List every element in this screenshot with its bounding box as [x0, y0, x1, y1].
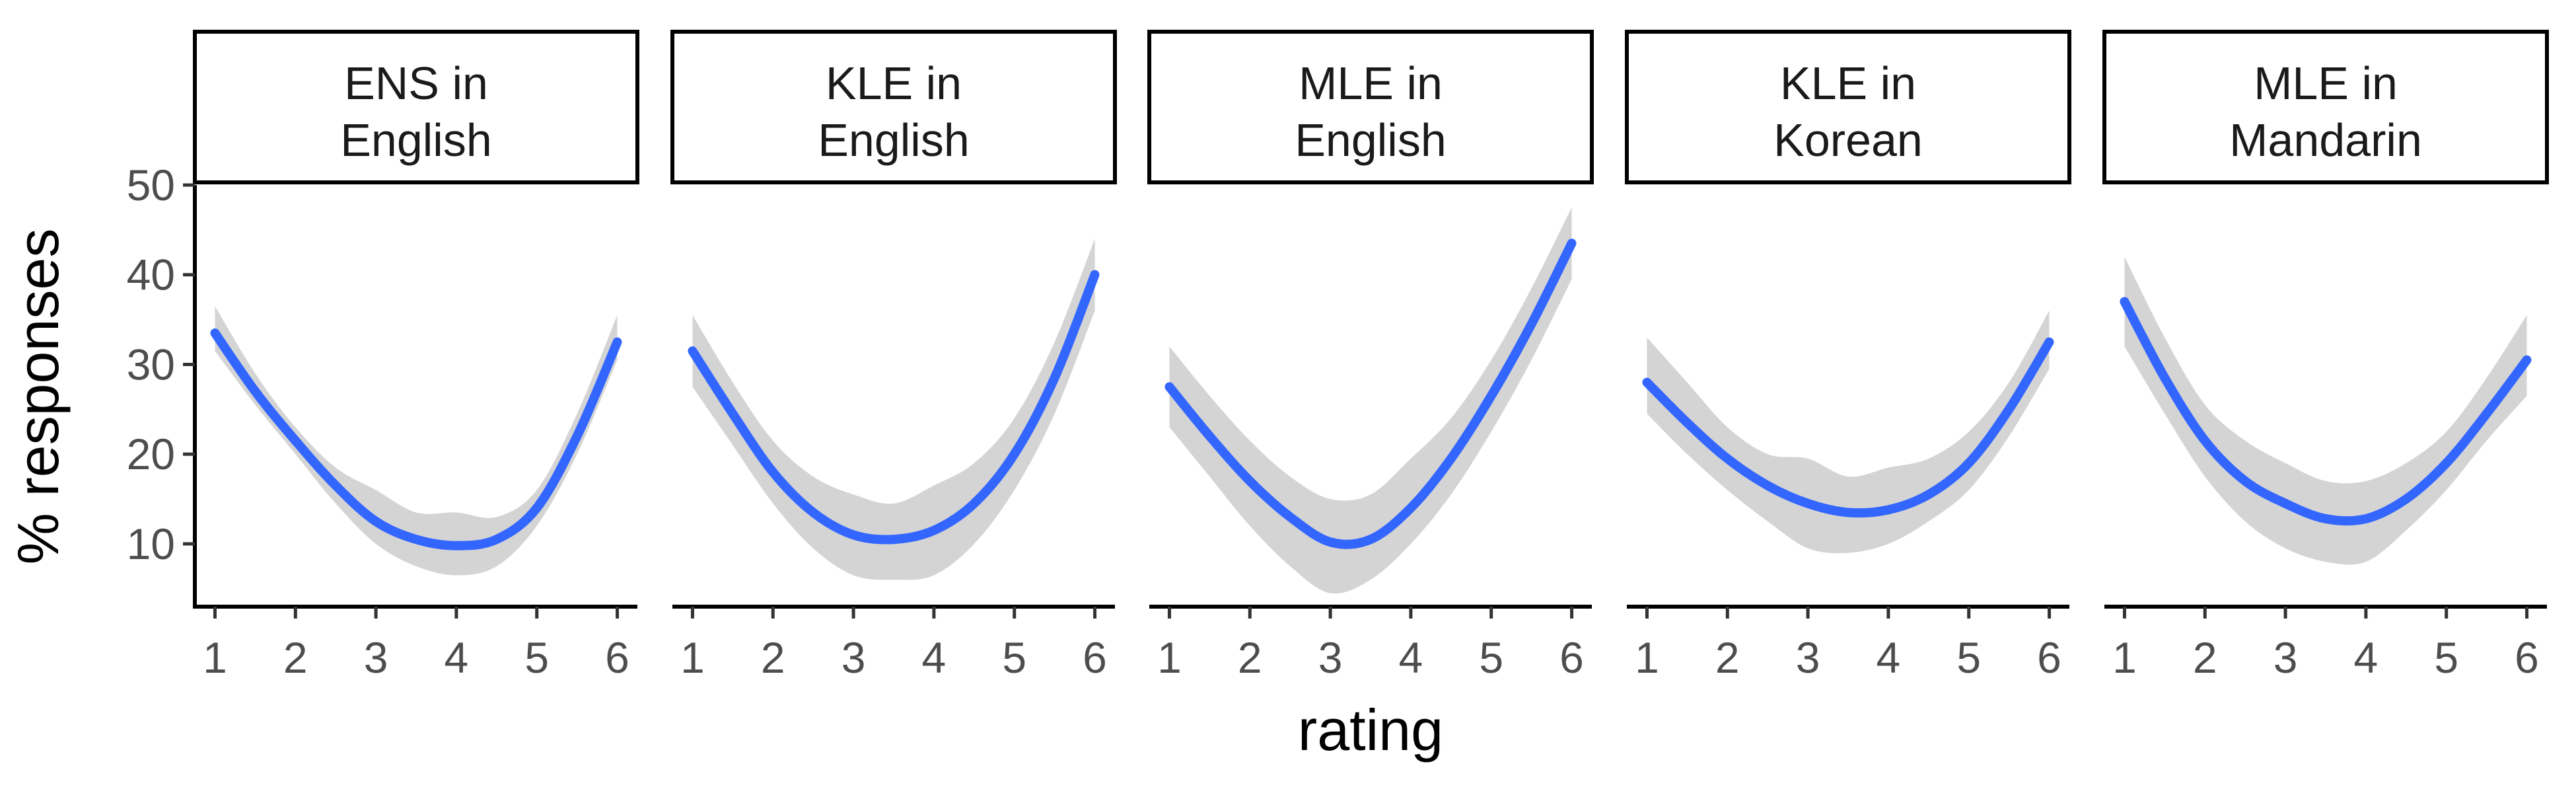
facet-strip-label: English	[818, 114, 970, 166]
facet-strip	[2102, 30, 2549, 184]
x-tick-label: 3	[1796, 633, 1820, 682]
x-tick-label: 6	[605, 633, 629, 682]
x-tick-label: 1	[203, 633, 227, 682]
facet-strip	[193, 30, 639, 184]
x-tick-label: 4	[2354, 633, 2379, 682]
y-tick-label: 30	[127, 340, 175, 389]
x-axis-title: rating	[1298, 697, 1443, 763]
y-axis-title: % responses	[5, 229, 71, 565]
y-axis: 10 20 30 40 50	[127, 161, 197, 609]
facet-strip-label: KLE in	[1780, 57, 1916, 109]
x-tick-label: 5	[524, 633, 549, 682]
x-tick-label: 6	[1559, 633, 1584, 682]
x-tick-label: 2	[2193, 633, 2217, 682]
facet-strip-label: Mandarin	[2229, 114, 2422, 166]
x-tick-label: 3	[2273, 633, 2298, 682]
x-tick-label: 1	[1635, 633, 1659, 682]
facet-strip-label: MLE in	[2254, 57, 2398, 109]
x-tick-label: 3	[364, 633, 388, 682]
x-tick-label: 2	[1238, 633, 1262, 682]
x-tick-label: 2	[761, 633, 785, 682]
x-tick-label: 5	[1002, 633, 1026, 682]
facet-strip-label: ENS in	[344, 57, 488, 109]
smooth-line	[688, 270, 1100, 545]
x-tick-label: 1	[2112, 633, 2137, 682]
facet-strip-label: English	[340, 114, 492, 166]
confidence-ribbon	[1647, 311, 2050, 554]
x-tick-label: 5	[2434, 633, 2458, 682]
x-tick-label: 2	[1715, 633, 1740, 682]
facet-strip-label: MLE in	[1299, 57, 1443, 109]
x-tick-label: 4	[922, 633, 947, 682]
smooth-line	[1164, 239, 1577, 549]
smooth-line	[210, 328, 622, 550]
x-tick-label: 5	[1479, 633, 1503, 682]
smooth-line	[1642, 337, 2054, 518]
smooth-line	[2120, 297, 2532, 526]
x-tick-label: 6	[2515, 633, 2539, 682]
x-tick-label: 3	[841, 633, 866, 682]
x-tick-label: 4	[445, 633, 469, 682]
facet-strip	[1625, 30, 2071, 184]
y-tick-label: 20	[127, 430, 175, 478]
x-tick-label: 6	[2037, 633, 2061, 682]
x-tick-label: 2	[283, 633, 308, 682]
x-tick-label: 1	[1157, 633, 1182, 682]
facet-strip-label: English	[1295, 114, 1447, 166]
x-tick-label: 5	[1956, 633, 1981, 682]
x-tick-label: 3	[1318, 633, 1343, 682]
x-tick-label: 4	[1399, 633, 1423, 682]
facet-strip	[670, 30, 1117, 184]
x-tick-label: 1	[680, 633, 705, 682]
y-tick-label: 10	[127, 519, 175, 568]
facet-strip-label: KLE in	[826, 57, 962, 109]
y-tick-label: 40	[127, 250, 175, 299]
facet-strip-label: Korean	[1773, 114, 1923, 166]
y-tick-label: 50	[127, 161, 175, 209]
x-tick-label: 4	[1877, 633, 1901, 682]
facet-strip	[1147, 30, 1594, 184]
x-tick-label: 6	[1083, 633, 1107, 682]
